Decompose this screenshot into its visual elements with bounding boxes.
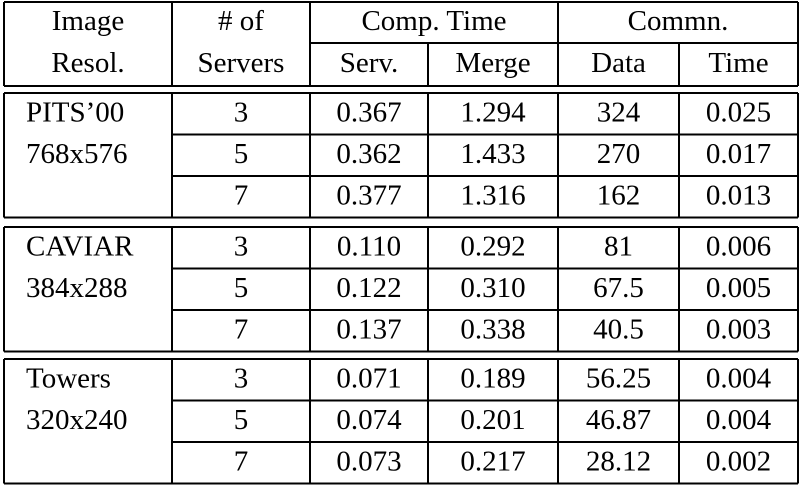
cell-serv: 0.362 — [336, 138, 401, 170]
cell-merge: 1.316 — [460, 179, 525, 211]
cell-time: 0.017 — [706, 138, 771, 170]
header-commn: Commn. — [628, 5, 729, 37]
cell-data: 162 — [597, 179, 641, 211]
group-name: CAVIAR — [26, 230, 134, 262]
cell-serv: 0.377 — [336, 179, 401, 211]
cell-merge: 0.338 — [460, 313, 525, 345]
cell-time: 0.005 — [706, 272, 771, 304]
cell-servers: 3 — [234, 96, 249, 128]
cell-merge: 0.217 — [460, 445, 525, 477]
cell-time: 0.002 — [706, 445, 771, 477]
header-servers: Servers — [198, 47, 285, 79]
cell-servers: 5 — [234, 404, 249, 436]
cell-serv: 0.110 — [337, 230, 401, 262]
cell-serv: 0.074 — [336, 404, 402, 436]
table-cells: Image Resol. # of Servers Comp. Time Commn. Se… — [26, 5, 772, 477]
cell-servers: 3 — [234, 230, 249, 262]
cell-merge: 0.189 — [460, 362, 525, 394]
cell-time: 0.004 — [706, 362, 772, 394]
group-resolution: 768x576 — [26, 138, 128, 170]
cell-data: 67.5 — [593, 272, 644, 304]
table-rules — [3, 1, 799, 485]
cell-servers: 5 — [234, 272, 249, 304]
cell-serv: 0.367 — [336, 96, 401, 128]
header-comp-time: Comp. Time — [361, 5, 506, 37]
cell-time: 0.006 — [706, 230, 771, 262]
header-resol: Resol. — [51, 47, 124, 79]
header-image: Image — [52, 5, 124, 37]
cell-merge: 1.294 — [460, 96, 526, 128]
cell-data: 56.25 — [586, 362, 651, 394]
cell-merge: 1.433 — [460, 138, 525, 170]
cell-merge: 0.292 — [460, 230, 525, 262]
group-name: PITS’00 — [26, 96, 124, 128]
cell-merge: 0.201 — [460, 404, 525, 436]
cell-data: 46.87 — [586, 404, 651, 436]
group-resolution: 384x288 — [26, 272, 128, 304]
cell-data: 28.12 — [586, 445, 651, 477]
cell-serv: 0.122 — [336, 272, 401, 304]
cell-serv: 0.137 — [336, 313, 401, 345]
cell-serv: 0.073 — [336, 445, 401, 477]
header-num-of: # of — [218, 5, 264, 37]
header-data: Data — [591, 47, 646, 79]
cell-time: 0.025 — [706, 96, 771, 128]
cell-data: 40.5 — [593, 313, 644, 345]
header-merge: Merge — [455, 47, 530, 79]
cell-servers: 7 — [234, 179, 249, 211]
cell-servers: 5 — [234, 138, 249, 170]
header-time: Time — [708, 47, 768, 79]
cell-time: 0.004 — [706, 404, 772, 436]
cell-time: 0.013 — [706, 179, 771, 211]
cell-data: 81 — [604, 230, 633, 262]
cell-servers: 7 — [234, 445, 249, 477]
header-serv: Serv. — [340, 47, 399, 79]
cell-servers: 3 — [234, 362, 249, 394]
group-resolution: 320x240 — [26, 404, 128, 436]
cell-data: 270 — [597, 138, 641, 170]
cell-data: 324 — [597, 96, 641, 128]
cell-merge: 0.310 — [460, 272, 525, 304]
cell-time: 0.003 — [706, 313, 771, 345]
cell-servers: 7 — [234, 313, 249, 345]
group-name: Towers — [26, 362, 111, 394]
cell-serv: 0.071 — [336, 362, 401, 394]
